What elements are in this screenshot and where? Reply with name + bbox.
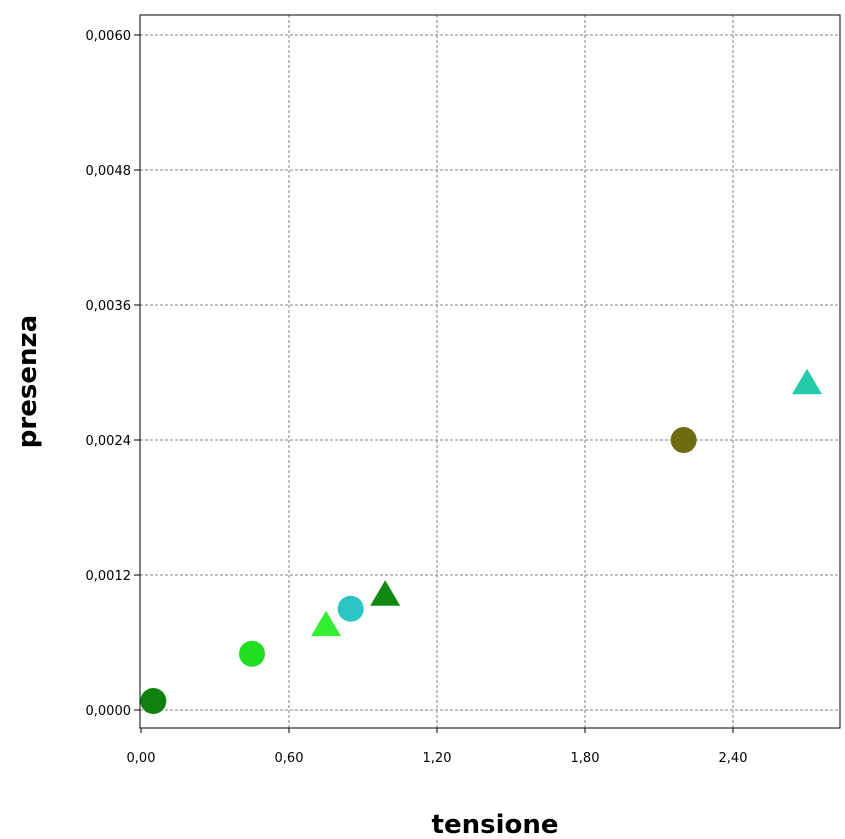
x-tick-label: 1,80 [571, 751, 600, 766]
circle-point [670, 427, 697, 453]
plot-frame [139, 14, 841, 729]
circle-point [140, 688, 167, 714]
data-points [140, 368, 822, 714]
x-tick-label: 2,40 [719, 751, 748, 766]
triangle-point [311, 610, 341, 637]
y-tick-label: 0,0024 [86, 434, 132, 449]
x-tick-label: 0,00 [127, 751, 156, 766]
triangle-point [370, 580, 401, 606]
y-tick-label: 0,0012 [86, 569, 132, 584]
y-tick-label: 0,0036 [86, 299, 132, 314]
grid [140, 15, 840, 728]
axis-ticks: 0,000,601,201,802,403,003,604,204,805,40… [86, 29, 748, 766]
y-axis-title: presenza [13, 315, 43, 448]
y-tick-label: 0,0048 [86, 164, 132, 179]
x-tick-label: 1,20 [423, 751, 452, 766]
circle-point [337, 595, 364, 622]
x-axis-title: tensione [432, 810, 559, 839]
y-tick-label: 0,0060 [86, 29, 132, 44]
y-tick-label: 0,0000 [86, 704, 132, 719]
circle-point [239, 640, 265, 667]
triangle-point [792, 368, 822, 395]
x-tick-label: 0,60 [275, 751, 304, 766]
